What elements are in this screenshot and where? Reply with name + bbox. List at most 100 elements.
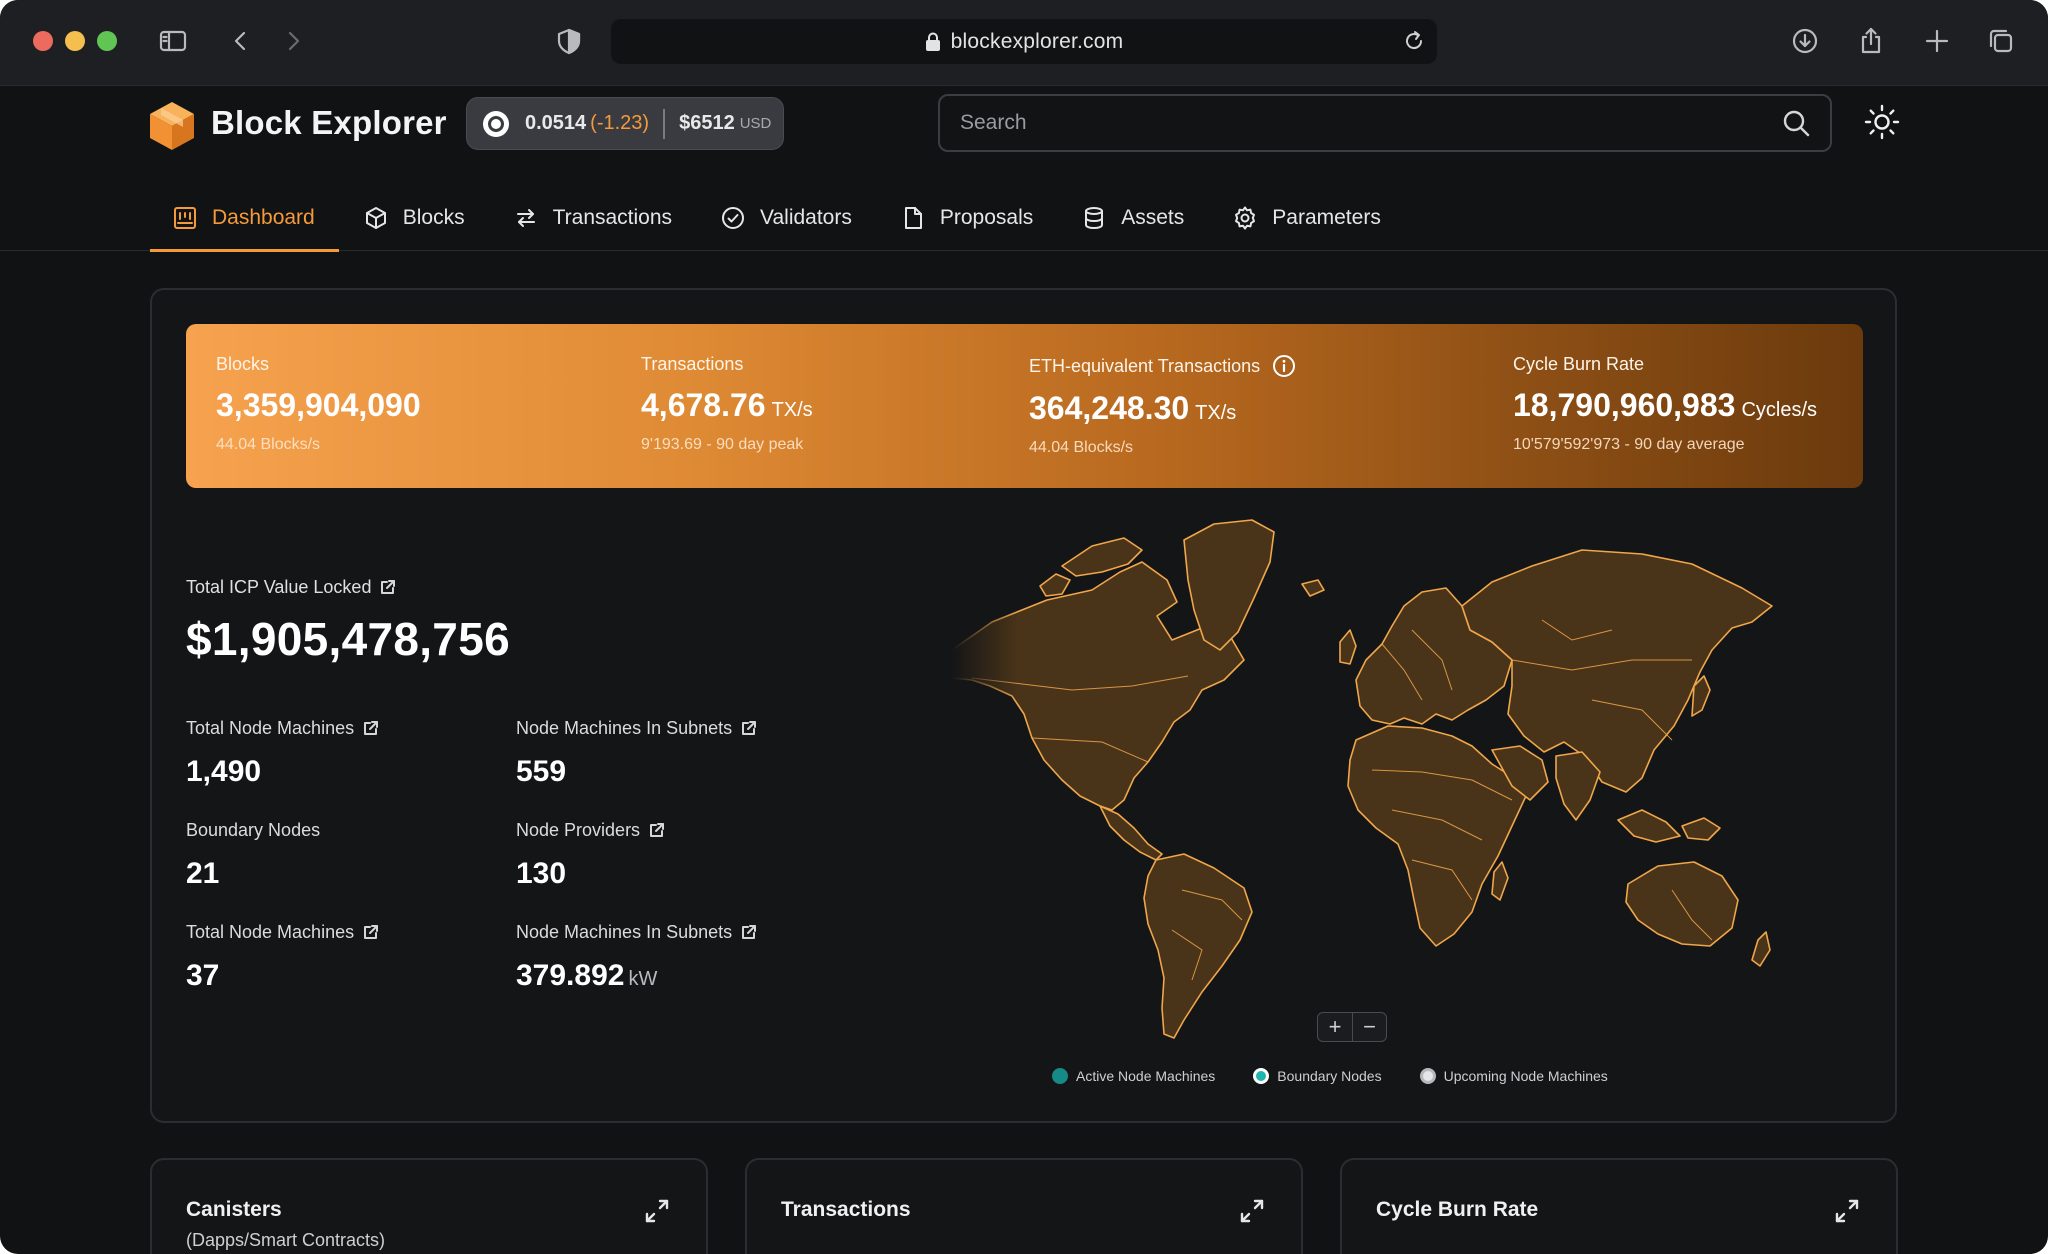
- metric-total-node-machines: Total Node Machines 1,490: [186, 718, 379, 789]
- legend-dot: [1253, 1068, 1270, 1084]
- map-legend: Active Node Machines Boundary Nodes Upco…: [1052, 1068, 1646, 1084]
- stat-label: Transactions: [641, 354, 744, 374]
- stat-label: Blocks: [216, 354, 270, 374]
- legend-active-nodes: Active Node Machines: [1052, 1068, 1215, 1084]
- tab-blocks[interactable]: Blocks: [339, 186, 489, 250]
- external-link-icon[interactable]: [740, 720, 757, 737]
- expand-icon[interactable]: [1239, 1198, 1265, 1224]
- tab-dashboard[interactable]: Dashboard: [150, 186, 339, 252]
- metric-value: 379.892 kW: [516, 959, 658, 992]
- tab-proposals[interactable]: Proposals: [876, 186, 1057, 250]
- tvl-value: $1,905,478,756: [186, 613, 510, 665]
- url-text: blockexplorer.com: [950, 29, 1124, 53]
- zoom-out-button[interactable]: −: [1351, 1013, 1386, 1041]
- privacy-shield-icon[interactable]: [552, 24, 586, 58]
- close-window-button[interactable]: [33, 31, 53, 51]
- search-icon[interactable]: [1782, 109, 1810, 137]
- download-icon[interactable]: [1788, 24, 1822, 58]
- brand-name[interactable]: Block Explorer: [211, 104, 447, 141]
- new-tab-icon[interactable]: [1920, 24, 1954, 58]
- metric-power-consumption: Node Machines In Subnets 379.892 kW: [516, 922, 757, 993]
- forward-icon[interactable]: [276, 24, 310, 58]
- stat-value: 4,678.76 TX/s: [641, 387, 813, 423]
- external-link-icon[interactable]: [362, 720, 379, 737]
- back-icon[interactable]: [224, 24, 258, 58]
- metric-label[interactable]: Node Machines In Subnets: [516, 922, 757, 943]
- price-ticker: 0.0514 (-1.23) $6512 USD: [466, 97, 784, 150]
- metric-label[interactable]: Node Machines In Subnets: [516, 718, 757, 739]
- price-change: (-1.23): [590, 112, 650, 134]
- arrows-swap-icon: [516, 209, 535, 227]
- metric-node-machines-in-subnets: Node Machines In Subnets 559: [516, 718, 757, 789]
- tab-validators[interactable]: Validators: [696, 186, 876, 250]
- stat-blocks: Blocks 3,359,904,090 44.04 Blocks/s: [216, 354, 421, 454]
- external-link-icon[interactable]: [362, 924, 379, 941]
- network-stats-banner: Blocks 3,359,904,090 44.04 Blocks/s Tran…: [186, 324, 1863, 488]
- external-link-icon[interactable]: [379, 579, 396, 596]
- stat-value: 18,790,960,983 Cycles/s: [1513, 387, 1818, 423]
- tab-assets[interactable]: Assets: [1057, 186, 1208, 250]
- metric-value: 1,490: [186, 755, 262, 788]
- world-map[interactable]: [952, 510, 1782, 1050]
- tab-overview-icon[interactable]: [1984, 24, 2018, 58]
- site-header: Block Explorer 0.0514 (-1.23) $6512 USD: [0, 86, 2048, 252]
- card-subtitle: (Dapps/Smart Contracts): [186, 1230, 386, 1250]
- card-cycle-burn-rate[interactable]: Cycle Burn Rate: [1340, 1158, 1898, 1254]
- legend-dot: [1052, 1068, 1068, 1084]
- gear-icon: [1235, 206, 1256, 230]
- tab-label: Dashboard: [212, 206, 315, 229]
- metric-value: 130: [516, 857, 567, 890]
- info-icon[interactable]: [1272, 354, 1296, 378]
- card-canisters[interactable]: Canisters (Dapps/Smart Contracts): [150, 1158, 708, 1254]
- external-link-icon[interactable]: [740, 924, 757, 941]
- legend-label: Active Node Machines: [1076, 1068, 1216, 1084]
- legend-label: Upcoming Node Machines: [1443, 1068, 1608, 1084]
- metric-label[interactable]: Total Node Machines: [186, 922, 379, 943]
- stat-subtext: 10'579'592'973 - 90 day average: [1513, 436, 1745, 453]
- check-circle-icon: [722, 207, 745, 229]
- main-nav: Dashboard Blocks Transactions Validators…: [150, 186, 1405, 252]
- map-zoom-controls: + −: [1317, 1012, 1387, 1042]
- tab-transactions[interactable]: Transactions: [489, 186, 696, 250]
- tab-label: Parameters: [1272, 206, 1381, 229]
- address-bar[interactable]: blockexplorer.com: [611, 19, 1437, 64]
- metric-total-node-machines-2: Total Node Machines 37: [186, 922, 379, 993]
- zoom-window-button[interactable]: [97, 31, 117, 51]
- price-divider: [663, 108, 666, 139]
- stat-subtext: 9'193.69 - 90 day peak: [641, 436, 804, 453]
- stat-value: 364,248.30 TX/s: [1029, 390, 1237, 426]
- stat-subtext: 44.04 Blocks/s: [216, 436, 321, 453]
- metric-label[interactable]: Total Node Machines: [186, 718, 379, 739]
- minimize-window-button[interactable]: [65, 31, 85, 51]
- sidebar-toggle-icon[interactable]: [156, 24, 190, 58]
- reload-icon[interactable]: [1401, 28, 1427, 54]
- tvl-label[interactable]: Total ICP Value Locked: [186, 577, 396, 598]
- sun-theme-toggle-icon[interactable]: [1864, 104, 1900, 140]
- metric-label: Boundary Nodes: [186, 820, 321, 840]
- search-box: [938, 94, 1832, 152]
- metric-value: 37: [186, 959, 220, 992]
- document-icon: [904, 207, 922, 229]
- metric-node-providers: Node Providers 130: [516, 820, 665, 891]
- card-title: Canisters: [186, 1198, 282, 1221]
- legend-boundary-nodes: Boundary Nodes: [1253, 1068, 1382, 1084]
- dashboard-panel: Blocks 3,359,904,090 44.04 Blocks/s Tran…: [150, 288, 1897, 1123]
- stat-label: ETH-equivalent Transactions: [1029, 354, 1296, 378]
- tab-parameters[interactable]: Parameters: [1208, 186, 1405, 250]
- stat-value: 3,359,904,090: [216, 387, 421, 423]
- search-input[interactable]: [960, 96, 1760, 150]
- icp-price: 0.0514: [525, 112, 587, 134]
- external-link-icon[interactable]: [648, 822, 665, 839]
- expand-icon[interactable]: [1834, 1198, 1860, 1224]
- card-transactions[interactable]: Transactions: [745, 1158, 1303, 1254]
- metric-label[interactable]: Node Providers: [516, 820, 665, 841]
- tab-label: Validators: [760, 206, 852, 229]
- share-icon[interactable]: [1854, 24, 1888, 58]
- legend-upcoming-nodes: Upcoming Node Machines: [1419, 1068, 1608, 1084]
- block-logo-icon[interactable]: [148, 100, 196, 152]
- tab-label: Blocks: [402, 206, 465, 229]
- zoom-in-button[interactable]: +: [1328, 1014, 1342, 1039]
- expand-icon[interactable]: [644, 1198, 670, 1224]
- stat-label: Cycle Burn Rate: [1513, 354, 1645, 374]
- usd-unit: USD: [739, 115, 772, 132]
